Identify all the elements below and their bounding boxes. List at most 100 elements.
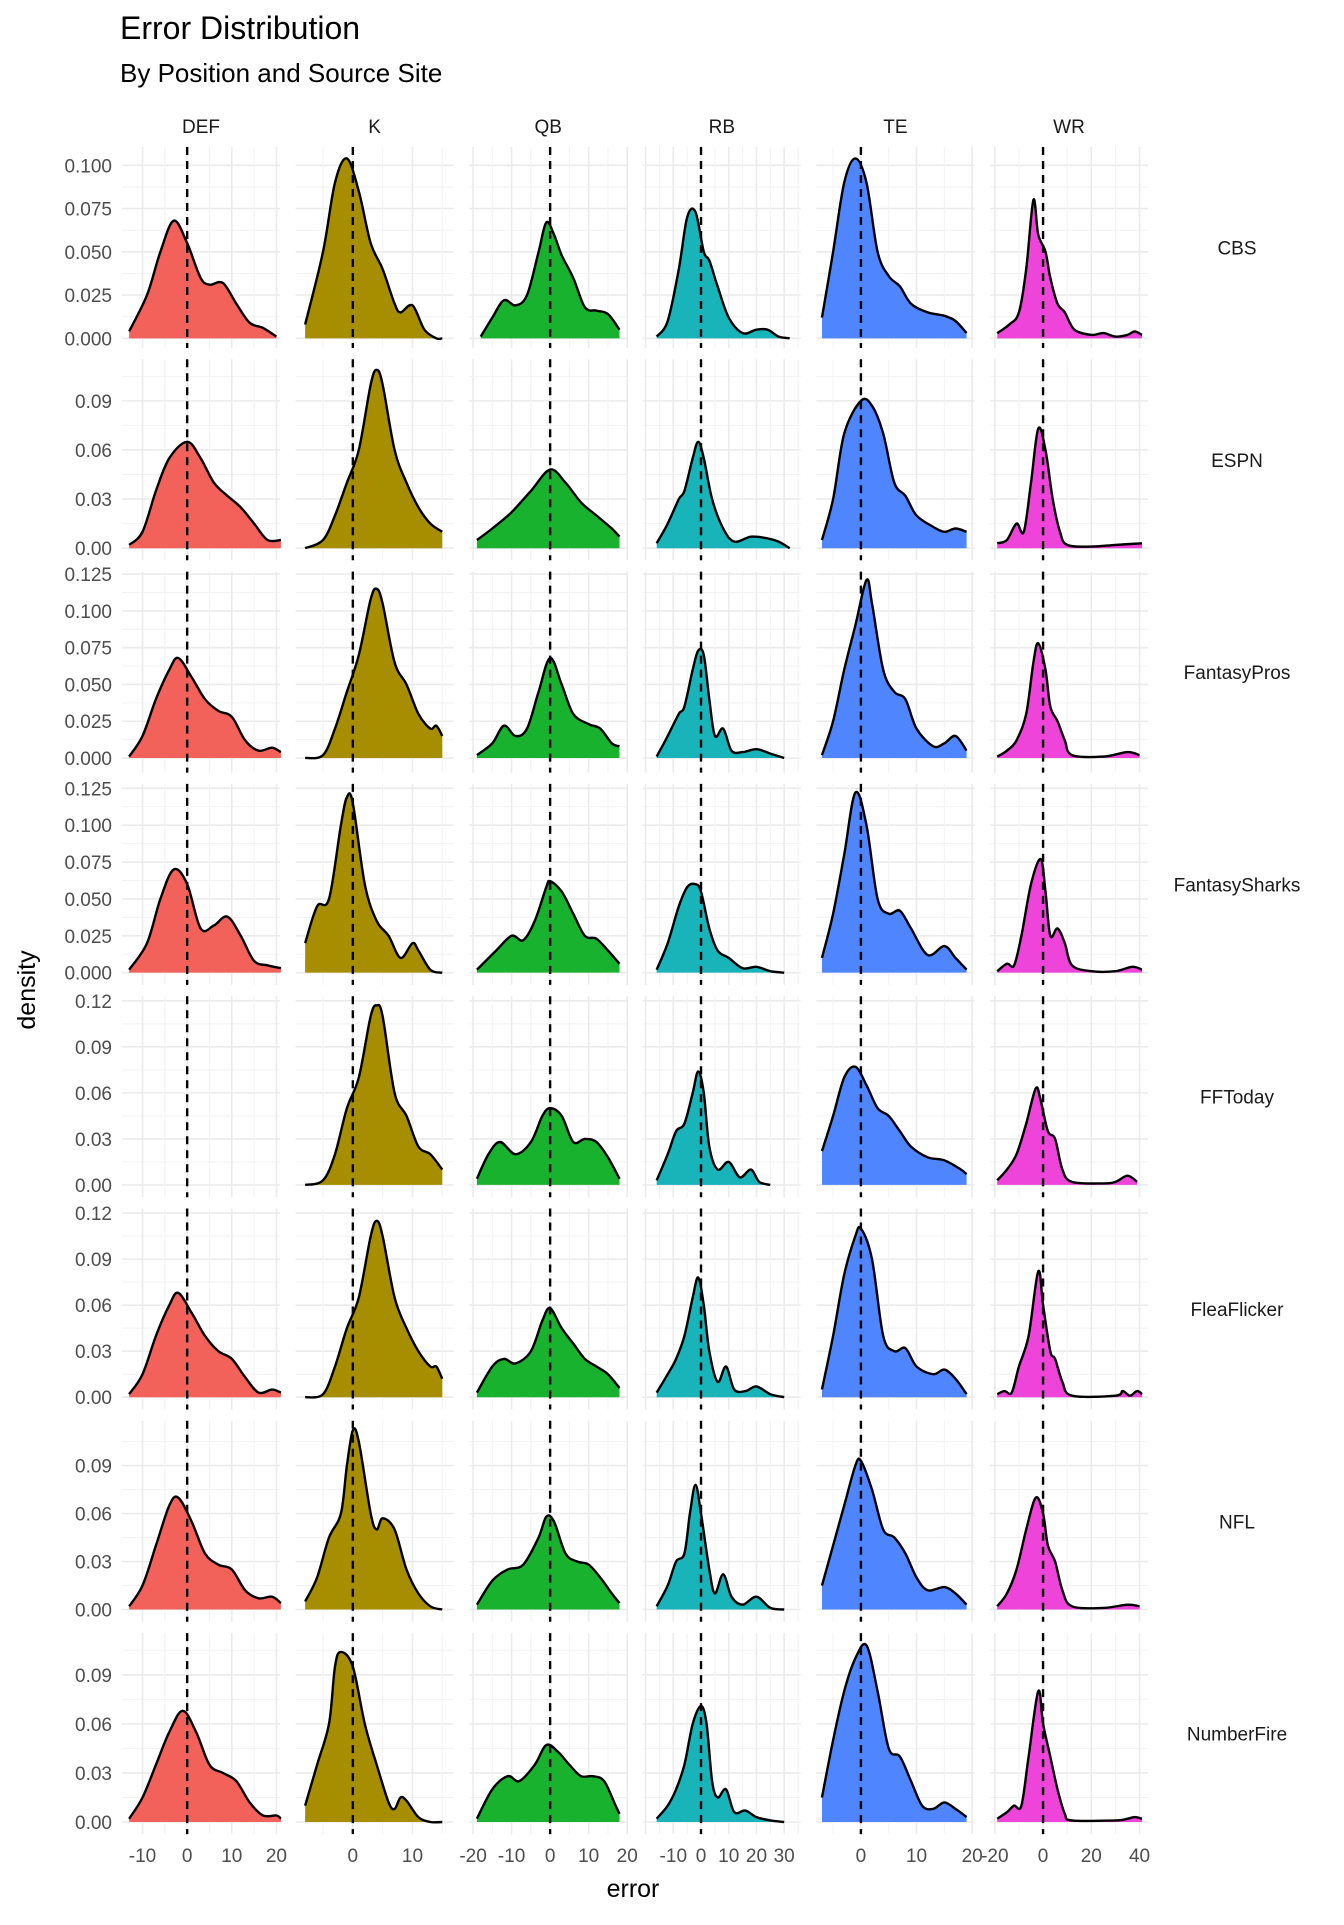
density-line [128,219,278,338]
panel-FFToday-RB [642,996,801,1198]
density-area [656,1705,785,1822]
panel-FleaFlicker-DEF [122,1208,282,1410]
density-area [129,868,281,973]
panel-NumberFire-K [295,1633,454,1835]
density-area [821,1226,967,1398]
x-tick-label: -20 [459,1846,486,1867]
density-line [820,1457,968,1606]
x-tick-label: -20 [981,1846,1008,1867]
y-tick-label: 0.125 [64,565,112,586]
y-tick-label: 0.06 [75,1084,112,1105]
row-strip-label: ESPN [1211,451,1263,472]
density-line [655,1276,785,1399]
density-line [128,440,282,546]
density-area [476,657,620,759]
density-area [129,441,281,549]
density-area [129,657,281,759]
y-tick-label: 0.025 [64,286,112,307]
density-line [820,1065,968,1176]
x-tick-label: 10 [221,1846,242,1867]
panel-NFL-WR [990,1420,1148,1622]
density-area [305,588,443,759]
x-tick-label: 10 [402,1846,423,1867]
density-line [475,1514,621,1606]
density-area [997,1497,1140,1610]
y-tick-label: 0.09 [75,392,112,413]
column-strip-label: WR [1053,117,1085,138]
y-tick-label: 0.09 [75,1038,112,1059]
density-line [820,157,968,334]
panel-FantasyPros-K [295,571,454,773]
y-tick-label: 0.075 [64,853,112,874]
panel-CBS-K [295,147,454,348]
panel-ESPN-WR [990,359,1148,561]
density-line [304,368,443,550]
density-line [996,426,1143,548]
panel-FantasySharks-K [295,783,454,985]
y-tick-label: 0.100 [64,602,112,623]
density-area [821,1458,967,1610]
density-area [305,1004,443,1185]
panel-CBS-QB [469,147,629,348]
density-area [656,441,790,549]
density-area [129,1496,281,1610]
density-area [997,859,1142,973]
y-tick-label: 0.06 [75,1296,112,1317]
density-area [821,791,967,973]
panel-CBS-WR [990,147,1148,348]
column-strip-label: TE [883,117,907,138]
density-line [655,1483,785,1611]
density-line [996,1269,1143,1399]
x-tick-label: -10 [129,1846,156,1867]
panel-NFL-K [295,1420,454,1622]
facet-panels: DEF K QB RB TE WRCBS0.0000.0250.0500.0750.100… [64,117,1300,1867]
density-area [129,1710,281,1822]
x-tick-label: 20 [962,1846,983,1867]
density-line [128,1495,282,1607]
y-tick-label: 0.12 [75,992,112,1013]
panel-NumberFire-RB [642,1633,801,1835]
density-line [655,647,785,760]
density-line [304,1427,443,1611]
density-line [996,1086,1138,1185]
y-tick-label: 0.09 [75,1457,112,1478]
y-tick-label: 0.00 [75,1600,112,1621]
y-tick-label: 0.00 [75,1176,112,1197]
density-line [655,1070,771,1187]
x-tick-label: 40 [1129,1846,1150,1867]
row-strip-label: NFL [1219,1512,1255,1533]
density-area [656,1071,771,1185]
panel-FFToday-QB [469,996,629,1198]
panel-FFToday-DEF [122,996,280,1198]
x-tick-label: 0 [1038,1846,1049,1867]
panel-FantasyPros-WR [990,571,1148,773]
x-tick-label: 20 [1081,1846,1102,1867]
panel-FFToday-TE [816,996,975,1198]
panel-NumberFire-DEF [122,1633,282,1835]
chart-title: Error Distribution [120,10,360,46]
y-tick-label: 0.050 [64,890,112,911]
panel-FantasySharks-QB [469,783,629,985]
density-line [303,1650,443,1824]
x-tick-label: 20 [617,1846,638,1867]
panel-FleaFlicker-K [295,1208,454,1410]
column-strip-label: K [368,117,381,138]
row-strip-label: FFToday [1200,1088,1274,1109]
panel-FFToday-K [295,996,454,1198]
density-area [476,1308,620,1398]
y-tick-label: 0.03 [75,1764,112,1785]
column-strip-label: QB [534,117,561,138]
panel-FantasyPros-TE [816,571,975,773]
panel-FleaFlicker-RB [642,1208,801,1410]
panel-ESPN-RB [642,359,801,561]
density-area [997,427,1142,549]
x-tick-label: 10 [718,1846,739,1867]
panel-FFToday-WR [990,996,1148,1198]
density-area [305,158,443,339]
density-area [305,1428,443,1610]
density-line [996,1495,1140,1610]
density-area [656,1277,785,1398]
x-axis-label: error [607,1875,660,1903]
x-tick-label: 0 [856,1846,867,1867]
